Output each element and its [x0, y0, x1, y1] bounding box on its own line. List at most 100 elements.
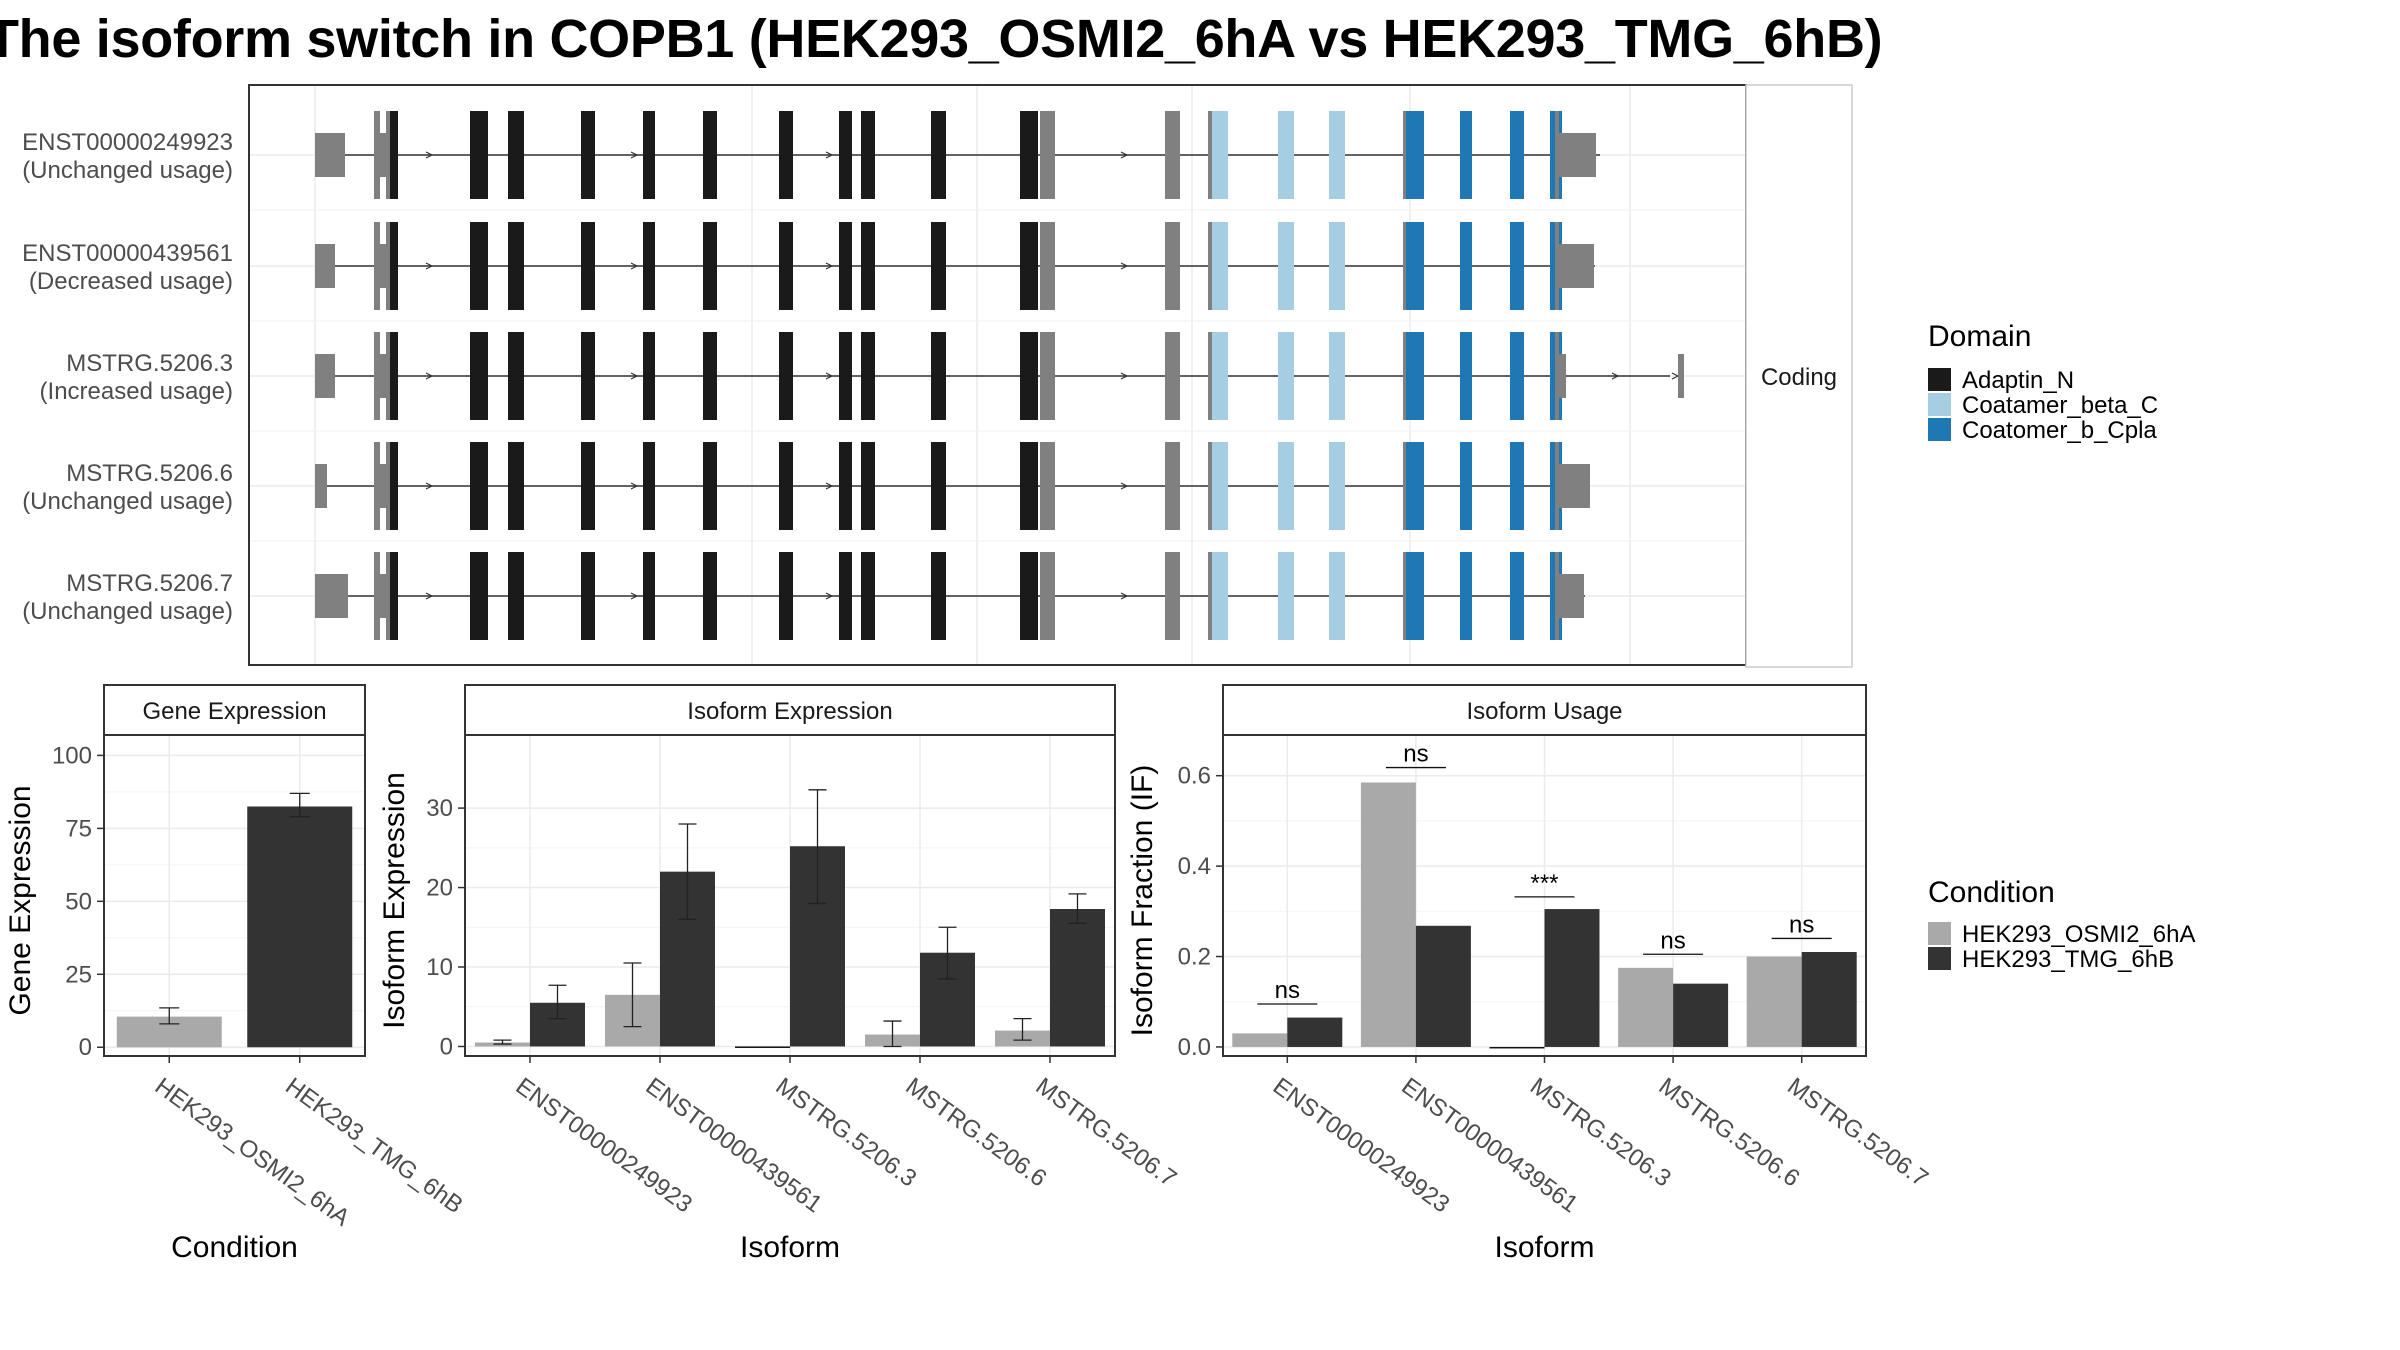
- transcript-track: [315, 222, 1595, 310]
- exon-noncoding: [1165, 332, 1180, 420]
- y-tick-label: 75: [65, 815, 92, 842]
- bar: [735, 1046, 790, 1048]
- exon-noncoding: [1208, 552, 1213, 640]
- transcript-id-label: MSTRG.5206.3: [66, 350, 233, 377]
- exon-noncoding: [386, 222, 392, 310]
- exon-noncoding: [1555, 332, 1559, 420]
- exon-noncoding: [374, 332, 380, 420]
- exon-noncoding: [1165, 442, 1180, 530]
- exon-adaptin-n: [1020, 222, 1038, 310]
- exon-adaptin-n: [470, 222, 488, 310]
- exon-noncoding: [1040, 552, 1055, 640]
- y-tick-label: 0: [440, 1033, 453, 1060]
- exon-utr5: [315, 354, 335, 398]
- strand-arrow: [630, 372, 639, 380]
- exon-coatamer-beta-c: [1212, 332, 1228, 420]
- transcript-usage-label: (Decreased usage): [29, 268, 233, 295]
- exon-adaptin-n: [470, 552, 488, 640]
- strand-arrow: [1120, 151, 1129, 159]
- exon-adaptin-n: [390, 332, 398, 420]
- bar: [1801, 952, 1857, 1047]
- y-axis-title: Isoform Fraction (IF): [1126, 765, 1159, 1037]
- facet-strip: [1222, 684, 1867, 736]
- exon-adaptin-n: [643, 442, 655, 530]
- exon-coatomer-b-cpla: [1510, 442, 1524, 530]
- transcript-track: [315, 332, 1684, 420]
- bar: [1415, 925, 1471, 1047]
- strand-arrow: [825, 262, 834, 270]
- exon-adaptin-n: [390, 552, 398, 640]
- y-tick-label: 0.2: [1178, 944, 1211, 971]
- transcript-track: [315, 111, 1600, 199]
- exon-noncoding: [1678, 354, 1684, 398]
- exon-adaptin-n: [931, 111, 946, 199]
- exon-noncoding: [1040, 442, 1055, 530]
- exon-noncoding: [1555, 222, 1559, 310]
- strand-arrow: [1120, 592, 1129, 600]
- exon-adaptin-n: [508, 552, 524, 640]
- y-tick-label: 30: [426, 795, 453, 822]
- exon-noncoding: [1165, 111, 1180, 199]
- x-tick-label: MSTRG.5206.6: [1654, 1073, 1805, 1193]
- exon-coatomer-b-cpla: [1460, 111, 1472, 199]
- exon-adaptin-n: [839, 222, 852, 310]
- condition-legend-label: HEK293_OSMI2_6hA: [1962, 921, 2195, 948]
- exon-noncoding: [1165, 222, 1180, 310]
- strand-arrow: [1120, 372, 1129, 380]
- exon-coatomer-b-cpla: [1406, 222, 1424, 310]
- exon-coatomer-b-cpla: [1460, 442, 1472, 530]
- exon-utr5: [315, 574, 348, 618]
- exon-adaptin-n: [839, 552, 852, 640]
- exon-noncoding: [1040, 222, 1055, 310]
- facet-strip-label: Isoform Usage: [1466, 698, 1622, 725]
- exon-coatamer-beta-c: [1212, 442, 1228, 530]
- exon-adaptin-n: [1020, 552, 1038, 640]
- exon-adaptin-n: [779, 552, 793, 640]
- y-tick-label: 0.4: [1178, 853, 1211, 880]
- bar: [1050, 909, 1105, 1047]
- exon-noncoding: [1403, 222, 1407, 310]
- significance-label: ns: [1403, 741, 1428, 768]
- y-tick-label: 10: [426, 954, 453, 981]
- transcript-usage-label: (Unchanged usage): [22, 488, 233, 515]
- exon-utr3: [1558, 244, 1594, 288]
- strand-arrow: [1120, 262, 1129, 270]
- y-axis-title: Isoform Expression: [378, 772, 411, 1029]
- exon-adaptin-n: [703, 552, 717, 640]
- exon-coatomer-b-cpla: [1460, 222, 1472, 310]
- exon-adaptin-n: [861, 552, 875, 640]
- facet-label-coding: Coding: [1761, 364, 1837, 391]
- bar: [1287, 1017, 1343, 1047]
- bar: [247, 806, 353, 1048]
- strand-arrow: [1611, 372, 1620, 380]
- domain-legend-label: Adaptin_N: [1962, 367, 2074, 394]
- exon-adaptin-n: [931, 552, 946, 640]
- exon-adaptin-n: [581, 332, 595, 420]
- strand-arrow: [1120, 482, 1129, 490]
- facet-strip-right: [1745, 84, 1853, 668]
- exon-adaptin-n: [861, 111, 875, 199]
- strand-arrow: [425, 262, 434, 270]
- exon-adaptin-n: [861, 222, 875, 310]
- exon-adaptin-n: [839, 111, 852, 199]
- exon-adaptin-n: [508, 111, 524, 199]
- condition-legend-title: Condition: [1928, 876, 2055, 909]
- exon-adaptin-n: [779, 222, 793, 310]
- transcript-id-label: ENST00000439561: [22, 240, 233, 267]
- bar: [1489, 1046, 1545, 1049]
- x-axis-title: Condition: [171, 1231, 298, 1264]
- exon-utr3: [1558, 574, 1584, 618]
- exon-adaptin-n: [703, 442, 717, 530]
- exon-utr5: [315, 133, 345, 177]
- exon-noncoding: [386, 332, 392, 420]
- exon-adaptin-n: [779, 111, 793, 199]
- exon-noncoding: [374, 442, 380, 530]
- transcript-usage-label: (Unchanged usage): [22, 598, 233, 625]
- exon-adaptin-n: [643, 332, 655, 420]
- exon-adaptin-n: [931, 442, 946, 530]
- domain-legend-label: Coatamer_beta_C: [1962, 392, 2158, 419]
- domain-legend-swatch: [1928, 418, 1951, 441]
- domain-legend-swatch: [1928, 368, 1951, 391]
- transcript-track: [315, 442, 1590, 530]
